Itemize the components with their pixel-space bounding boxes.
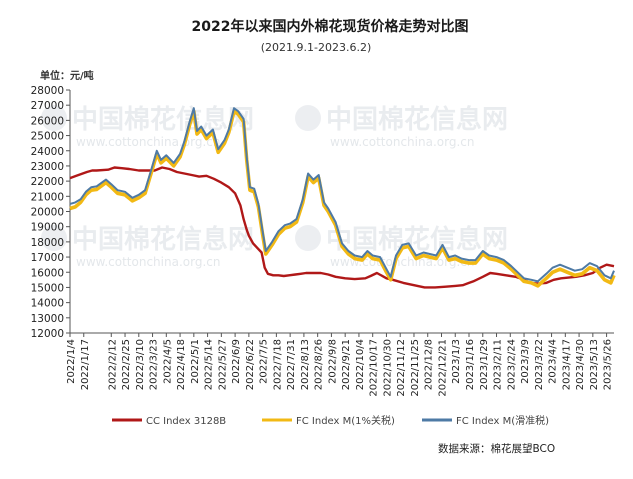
x-tick-label: 2022/10/30 — [382, 339, 393, 397]
x-tick-label: 2022/1/17 — [80, 339, 91, 390]
x-tick-label: 2022/1/4 — [66, 339, 77, 384]
y-axis-unit-label: 单位：元/吨 — [40, 69, 94, 82]
x-tick-label: 2023/2/11 — [493, 339, 504, 390]
y-tick-label: 16000 — [31, 267, 64, 279]
watermark-url: www.cottonchina.org.cn — [76, 255, 220, 269]
watermark-url: www.cottonchina.org.cn — [330, 255, 474, 269]
x-tick-label: 2022/2/25 — [121, 339, 132, 390]
watermark-logo-icon — [295, 225, 321, 251]
watermark-text: 中国棉花信息网 — [72, 224, 254, 255]
x-tick-label: 2022/2/12 — [107, 339, 118, 390]
x-tick-label: 2023/2/24 — [506, 339, 517, 390]
watermark-logo-icon — [41, 225, 67, 251]
watermark-text: 中国棉花信息网 — [326, 224, 508, 255]
x-tick-label: 2023/5/26 — [603, 339, 614, 390]
x-tick-label: 2023/1/29 — [479, 339, 490, 390]
legend: CC Index 3128B FC Index M(1%关税) FC Index M… — [112, 414, 549, 427]
y-tick-label: 28000 — [31, 85, 64, 97]
y-tick-label: 12000 — [31, 328, 64, 340]
x-tick-label: 2022/11/25 — [410, 339, 421, 397]
x-tick-label: 2022/9/21 — [341, 339, 352, 390]
x-tick-label: 2022/10/17 — [369, 339, 380, 397]
y-tick-label: 13000 — [31, 313, 64, 325]
x-tick-label: 2023/1/16 — [465, 339, 476, 390]
x-tick-label: 2022/4/5 — [162, 339, 173, 384]
x-tick-label: 2022/10/4 — [355, 339, 366, 390]
x-axis: 2022/1/4 2022/1/17 2022/2/12 2022/2/25 2022/… — [66, 332, 614, 397]
legend-label: FC Index M(1%关税) — [296, 414, 395, 427]
data-source-note: 数据来源：棉花展望BCO — [438, 442, 555, 455]
watermark-layer: 中国棉花信息网www.cottonchina.org.cn中国棉花信息网www.… — [41, 104, 508, 269]
x-tick-label: 2022/7/18 — [272, 339, 283, 390]
y-tick-label: 19000 — [31, 222, 64, 234]
y-tick-label: 22000 — [31, 176, 64, 188]
y-tick-label: 24000 — [31, 146, 64, 158]
y-tick-label: 20000 — [31, 207, 64, 219]
x-tick-label: 2022/7/5 — [259, 339, 270, 384]
x-tick-label: 2022/9/8 — [327, 339, 338, 384]
chart-subtitle: (2021.9.1-2023.6.2) — [261, 41, 372, 54]
x-tick-label: 2022/12/21 — [437, 339, 448, 397]
x-tick-label: 2022/5/1 — [190, 339, 201, 384]
legend-item: FC Index M(1%关税) — [262, 414, 395, 427]
legend-label: CC Index 3128B — [146, 416, 226, 427]
series-layer — [69, 107, 616, 289]
y-axis: 12000 13000 14000 15000 16000 17000 18000 19000… — [31, 85, 71, 340]
legend-label: FC Index M(滑准税) — [456, 414, 549, 427]
x-tick-label: 2023/3/22 — [534, 339, 545, 390]
x-tick-label: 2022/7/31 — [286, 339, 297, 390]
x-tick-label: 2022/6/9 — [231, 339, 242, 384]
x-tick-label: 2023/3/9 — [520, 339, 531, 384]
y-tick-label: 18000 — [31, 237, 64, 249]
watermark-url: www.cottonchina.org.cn — [330, 135, 474, 149]
x-tick-label: 2023/1/3 — [451, 339, 462, 384]
y-tick-label: 17000 — [31, 252, 64, 264]
x-tick-label: 2022/5/14 — [204, 339, 215, 390]
y-tick-label: 27000 — [31, 100, 64, 112]
series-line-3 — [69, 107, 615, 283]
x-tick-label: 2022/3/23 — [149, 339, 160, 390]
y-tick-label: 21000 — [31, 191, 64, 203]
y-tick-label: 25000 — [31, 131, 64, 143]
x-tick-label: 2022/8/13 — [300, 339, 311, 390]
y-tick-label: 15000 — [31, 282, 64, 294]
legend-item: CC Index 3128B — [112, 416, 226, 427]
x-tick-label: 2022/5/27 — [217, 339, 228, 390]
watermark-text: 中国棉花信息网 — [72, 104, 254, 135]
x-tick-label: 2023/5/13 — [589, 339, 600, 390]
x-tick-label: 2023/4/4 — [548, 339, 559, 384]
x-tick-label: 2022/4/18 — [176, 339, 187, 390]
chart-title: 2022年以来国内外棉花现货价格走势对比图 — [192, 18, 469, 35]
watermark-url: www.cottonchina.org.cn — [76, 135, 220, 149]
series-line-2 — [69, 109, 616, 288]
x-tick-label: 2022/12/8 — [424, 339, 435, 390]
legend-item: FC Index M(滑准税) — [422, 414, 549, 427]
x-tick-label: 2023/4/17 — [561, 339, 572, 390]
x-tick-label: 2023/4/30 — [575, 339, 586, 390]
y-tick-label: 26000 — [31, 115, 64, 127]
x-tick-label: 2022/11/12 — [396, 339, 407, 397]
watermark-logo-icon — [41, 105, 67, 131]
watermark-text: 中国棉花信息网 — [326, 104, 508, 135]
x-tick-label: 2022/6/22 — [245, 339, 256, 390]
x-tick-label: 2022/8/26 — [314, 339, 325, 390]
x-tick-label: 2022/3/10 — [135, 339, 146, 390]
y-tick-label: 23000 — [31, 161, 64, 173]
series-line-1 — [69, 166, 615, 289]
y-tick-label: 14000 — [31, 298, 64, 310]
watermark-logo-icon — [295, 105, 321, 131]
